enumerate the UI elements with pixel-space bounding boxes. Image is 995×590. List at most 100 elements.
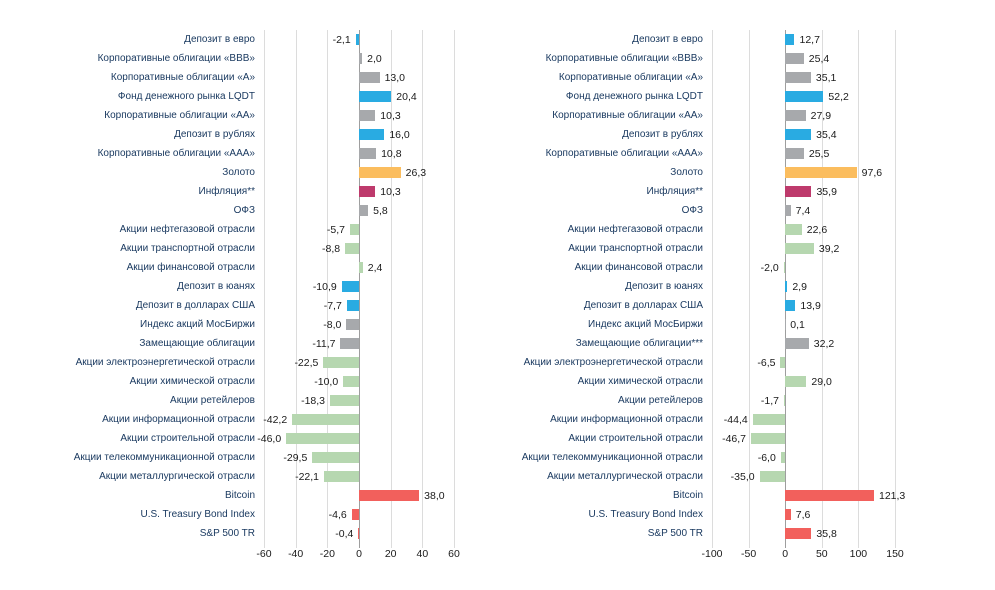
bar-row: Акции нефтегазовой отрасли -5,7 <box>8 220 454 239</box>
axis-tick-label: 20 <box>384 548 397 560</box>
plot-cell: -1,7 <box>712 391 895 410</box>
plot-cell: -22,1 <box>264 467 454 486</box>
value-label: -22,1 <box>295 470 320 483</box>
value-label: -5,7 <box>326 223 345 236</box>
bar-row: U.S. Treasury Bond Index 7,6 <box>500 505 895 524</box>
value-label: 38,0 <box>424 489 445 502</box>
category-label: Акции нефтегазовой отрасли <box>119 224 255 235</box>
category-label: Акции электроэнергетической отрасли <box>75 357 255 368</box>
gridline <box>858 30 860 548</box>
category-label: Депозит в долларах США <box>583 300 703 311</box>
plot-cell: -2,0 <box>712 258 895 277</box>
category-label: Акции информационной отрасли <box>102 414 255 425</box>
bar-row: Депозит в долларах США -7,7 <box>8 296 454 315</box>
x-axis: -100 -50 0 50 100 150 <box>701 547 903 563</box>
bar <box>785 319 786 330</box>
plot-cell: 13,9 <box>712 296 895 315</box>
value-label: -29,5 <box>283 451 308 464</box>
bar <box>785 205 791 216</box>
category-label: Акции строительной отрасли <box>568 433 703 444</box>
bar-row: Корпоративные облигации «АА» 27,9 <box>500 106 895 125</box>
axis-tick-label: 50 <box>815 548 828 560</box>
value-label: -35,0 <box>730 470 755 483</box>
category-label: Корпоративные облигации «ВВВ» <box>97 53 255 64</box>
bar-row: Акции информационной отрасли -44,4 <box>500 410 895 429</box>
category-label: Фонд денежного рынка LQDT <box>117 91 255 102</box>
bar-row: Инфляция** 35,9 <box>500 182 895 201</box>
category-label: Депозит в евро <box>184 34 255 45</box>
bar <box>359 110 376 121</box>
value-label: -46,7 <box>722 432 747 445</box>
value-label: -10,9 <box>312 280 337 293</box>
value-label: 25,4 <box>808 52 830 65</box>
bar-row: Замещающие облигации -11,7 <box>8 334 454 353</box>
bar-row: Акции электроэнергетической отрасли -22,5 <box>8 353 454 372</box>
bar-row: Корпоративные облигации «ААА» 25,5 <box>500 144 895 163</box>
value-label: -6,0 <box>757 451 776 464</box>
axis-tick-label: 150 <box>886 548 904 560</box>
bar-row: Депозит в евро -2,1 <box>8 30 454 49</box>
plot-cell: -8,8 <box>264 239 454 258</box>
bar-rows: Депозит в евро 12,7 Корпоративные облигаци… <box>500 30 906 543</box>
category-label: Акции транспортной отрасли <box>120 243 255 254</box>
plot-cell: 97,6 <box>712 163 895 182</box>
plot-cell: -35,0 <box>712 467 895 486</box>
category-label: Акции финансовой отрасли <box>126 262 255 273</box>
plot-cell: -6,5 <box>712 353 895 372</box>
plot-cell: 38,0 <box>264 486 454 505</box>
bar-row: Золото 97,6 <box>500 163 895 182</box>
value-label: -6,5 <box>757 356 776 369</box>
value-label: -11,7 <box>312 337 336 350</box>
bar <box>785 129 812 140</box>
category-label: Акции электроэнергетической отрасли <box>523 357 703 368</box>
bar <box>359 205 369 216</box>
bar-row: Депозит в долларах США 13,9 <box>500 296 895 315</box>
bar <box>330 395 359 406</box>
category-label: Корпоративные облигации «ААА» <box>545 148 703 159</box>
gridline <box>327 30 329 548</box>
value-label: 2,0 <box>367 52 382 65</box>
plot-cell: -44,4 <box>712 410 895 429</box>
value-label: 13,0 <box>384 71 406 84</box>
bar-row: Акции нефтегазовой отрасли 22,6 <box>500 220 895 239</box>
value-label: 35,1 <box>815 71 837 84</box>
value-label: 20,4 <box>396 90 417 103</box>
category-label: Акции химической отрасли <box>129 376 255 387</box>
plot-cell: 35,1 <box>712 68 895 87</box>
bar-row: Депозит в евро 12,7 <box>500 30 895 49</box>
bar-row: Акции финансовой отрасли 2,4 <box>8 258 454 277</box>
category-label: Депозит в рублях <box>174 129 255 140</box>
value-label: -2,0 <box>760 261 779 274</box>
plot-cell: -0,4 <box>264 524 454 543</box>
value-label: 22,6 <box>806 223 828 236</box>
bar-row: Корпоративные облигации «ВВВ» 2,0 <box>8 49 454 68</box>
plot-cell: 16,0 <box>264 125 454 144</box>
bar-row: Акции телекоммуникационной отрасли -29,5 <box>8 448 454 467</box>
plot-cell: -18,3 <box>264 391 454 410</box>
category-label: U.S. Treasury Bond Index <box>140 509 255 520</box>
plot-cell: -8,0 <box>264 315 454 334</box>
bar <box>785 243 814 254</box>
value-label: 35,9 <box>816 185 837 198</box>
bar <box>783 395 786 406</box>
category-label: Депозит в евро <box>632 34 703 45</box>
bar-row: Замещающие облигации*** 32,2 <box>500 334 895 353</box>
plot-cell: 7,4 <box>712 201 895 220</box>
plot-cell: 25,5 <box>712 144 895 163</box>
bar-row: Акции транспортной отрасли -8,8 <box>8 239 454 258</box>
bar <box>346 300 359 311</box>
value-label: 10,3 <box>380 185 401 198</box>
bar <box>359 148 377 159</box>
value-label: -18,3 <box>301 394 326 407</box>
bar-row: Акции строительной отрасли -46,0 <box>8 429 454 448</box>
bar <box>785 53 804 64</box>
bar <box>359 129 385 140</box>
plot-cell: -46,0 <box>257 429 454 448</box>
category-label: Акции информационной отрасли <box>550 414 703 425</box>
plot-cell: -2,1 <box>264 30 454 49</box>
plot-cell: -4,6 <box>264 505 454 524</box>
category-label: Акции финансовой отрасли <box>574 262 703 273</box>
category-label: Корпоративные облигации «АА» <box>104 110 255 121</box>
axis-tick-label: 0 <box>782 548 789 560</box>
bar <box>785 281 788 292</box>
